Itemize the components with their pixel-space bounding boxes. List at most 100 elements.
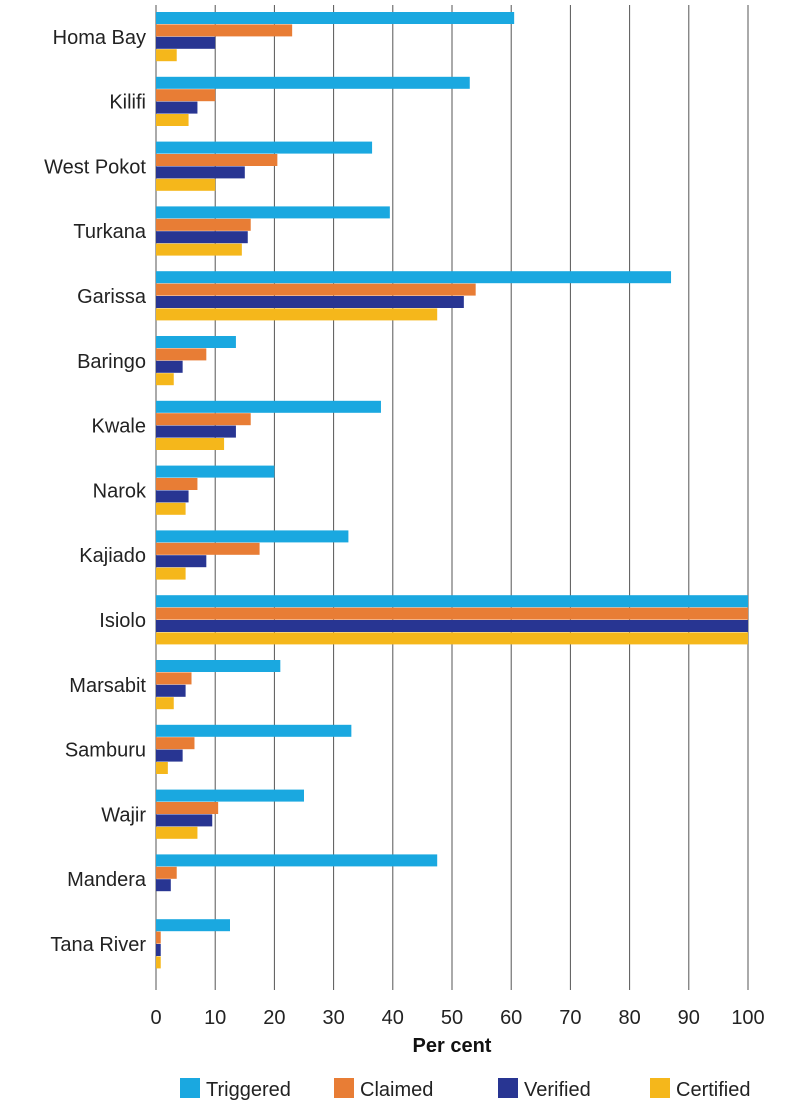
category-label-kwale: Kwale: [92, 416, 146, 438]
bar-samburu-claimed: [156, 737, 195, 750]
bar-samburu-triggered: [156, 724, 352, 737]
bar-kilifi-triggered: [156, 76, 470, 89]
x-tick-label: 80: [618, 1007, 640, 1029]
bar-homa-bay-triggered: [156, 12, 515, 24]
bar-mandera-verified: [156, 879, 171, 892]
bar-baringo-verified: [156, 360, 183, 373]
bar-isiolo-verified: [156, 620, 748, 632]
category-label-samburu: Samburu: [65, 740, 146, 762]
bar-tana-river-claimed: [156, 931, 161, 944]
bar-west-pokot-triggered: [156, 141, 373, 154]
bar-kwale-claimed: [156, 413, 251, 426]
bar-marsabit-claimed: [156, 672, 192, 685]
bar-samburu-verified: [156, 749, 183, 762]
x-tick-label: 60: [500, 1007, 522, 1029]
bar-samburu-certified: [156, 762, 168, 774]
legend-label-certified: Certified: [676, 1079, 750, 1101]
bar-isiolo-claimed: [156, 607, 748, 620]
legend-swatch-verified: [498, 1078, 518, 1098]
category-label-kilifi: Kilifi: [109, 92, 146, 114]
bar-kilifi-certified: [156, 114, 189, 126]
category-label-kajiado: Kajiado: [79, 545, 146, 567]
bar-garissa-certified: [156, 308, 438, 321]
legend-swatch-claimed: [334, 1078, 354, 1098]
bar-turkana-certified: [156, 243, 242, 256]
bar-kajiado-certified: [156, 567, 186, 580]
bar-kajiado-verified: [156, 555, 207, 568]
legend-label-claimed: Claimed: [360, 1079, 433, 1101]
category-label-homa-bay: Homa Bay: [53, 27, 146, 49]
bar-narok-triggered: [156, 465, 275, 478]
bar-baringo-claimed: [156, 348, 207, 361]
x-tick-label: 90: [678, 1007, 700, 1029]
category-label-marsabit: Marsabit: [69, 675, 146, 697]
category-label-mandera: Mandera: [67, 869, 147, 891]
bar-tana-river-triggered: [156, 919, 230, 932]
x-tick-label: 100: [731, 1007, 764, 1029]
bar-west-pokot-claimed: [156, 154, 278, 166]
x-tick-label: 30: [322, 1007, 344, 1029]
x-tick-label: 10: [204, 1007, 226, 1029]
bar-kwale-verified: [156, 425, 236, 438]
legend: Triggered Claimed Verified Certified: [180, 1078, 750, 1101]
bar-kilifi-claimed: [156, 89, 216, 102]
bar-turkana-verified: [156, 231, 248, 244]
category-label-turkana: Turkana: [73, 221, 147, 243]
bar-wajir-certified: [156, 826, 198, 839]
bar-homa-bay-certified: [156, 49, 177, 62]
bar-marsabit-verified: [156, 684, 186, 697]
bar-wajir-triggered: [156, 789, 304, 802]
bar-tana-river-verified: [156, 944, 161, 956]
legend-swatch-certified: [650, 1078, 670, 1098]
bar-garissa-verified: [156, 296, 464, 308]
bar-turkana-claimed: [156, 218, 251, 231]
bar-kajiado-claimed: [156, 542, 260, 555]
category-label-west-pokot: West Pokot: [44, 156, 146, 178]
bar-wajir-claimed: [156, 802, 219, 814]
bar-isiolo-triggered: [156, 595, 748, 608]
x-tick-label: 0: [150, 1007, 161, 1029]
bar-marsabit-certified: [156, 697, 174, 710]
legend-label-triggered: Triggered: [206, 1079, 291, 1101]
bar-kajiado-triggered: [156, 530, 349, 543]
x-tick-label: 40: [382, 1007, 404, 1029]
bar-kwale-triggered: [156, 400, 381, 413]
bar-kwale-certified: [156, 438, 225, 450]
bar-west-pokot-certified: [156, 178, 216, 191]
bar-mandera-triggered: [156, 854, 438, 867]
category-label-wajir: Wajir: [101, 804, 146, 826]
category-labels: Homa Bay Kilifi West Pokot Turkana Garissa Ba…: [44, 27, 147, 956]
x-axis-ticks: 0 10 20 30 40 50 60 70 80 90 100: [150, 1007, 764, 1029]
x-tick-label: 50: [441, 1007, 463, 1029]
bar-wajir-verified: [156, 814, 213, 827]
bar-baringo-certified: [156, 373, 174, 386]
bar-baringo-triggered: [156, 336, 236, 348]
bar-homa-bay-verified: [156, 36, 216, 49]
category-label-garissa: Garissa: [77, 286, 147, 308]
bar-garissa-triggered: [156, 271, 672, 284]
bar-isiolo-certified: [156, 632, 748, 645]
bar-tana-river-certified: [156, 956, 161, 969]
bar-garissa-claimed: [156, 283, 476, 296]
x-tick-label: 20: [263, 1007, 285, 1029]
bar-homa-bay-claimed: [156, 24, 293, 37]
x-axis-title: Per cent: [413, 1035, 492, 1057]
bar-mandera-claimed: [156, 866, 177, 879]
bar-marsabit-triggered: [156, 660, 281, 672]
category-label-isiolo: Isiolo: [99, 610, 146, 632]
category-label-tana-river: Tana River: [50, 934, 146, 956]
x-tick-label: 70: [559, 1007, 581, 1029]
bar-kilifi-verified: [156, 101, 198, 114]
bar-narok-claimed: [156, 478, 198, 490]
legend-swatch-triggered: [180, 1078, 200, 1098]
bar-narok-verified: [156, 490, 189, 503]
bars: [156, 12, 748, 969]
legend-label-verified: Verified: [524, 1079, 591, 1101]
bar-west-pokot-verified: [156, 166, 245, 179]
bar-turkana-triggered: [156, 206, 390, 219]
category-label-baringo: Baringo: [77, 351, 146, 373]
category-label-narok: Narok: [93, 480, 147, 502]
bar-narok-certified: [156, 502, 186, 515]
